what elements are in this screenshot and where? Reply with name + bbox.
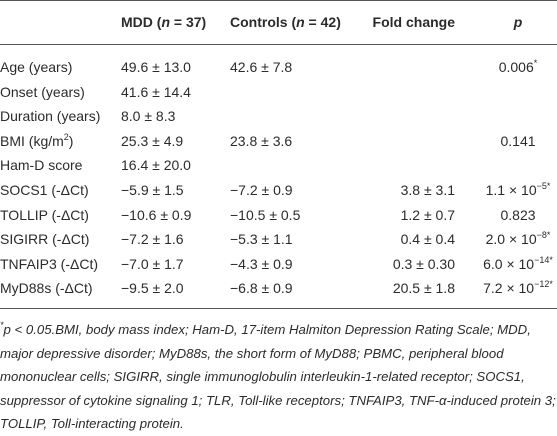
cell-value: 1.2 ± 0.7 — [400, 206, 455, 223]
cell-value: 49.6 ± 13.0 — [121, 59, 191, 75]
column-header: MDD (n = 37) — [121, 13, 206, 31]
header-rule — [0, 44, 557, 45]
text-segment: MDD ( — [121, 14, 162, 30]
row-label: Age (years) — [0, 59, 73, 75]
text-segment: Fold change — [372, 14, 455, 30]
text-segment: = 42) — [304, 14, 341, 30]
text-segment: −14 — [534, 254, 550, 265]
cell-value: 7.2 × 10−12* — [483, 279, 553, 297]
text-segment: p — [513, 14, 523, 30]
row-label: Ham-D score — [0, 157, 83, 174]
row-label: SIGIRR (-ΔCt) — [0, 231, 90, 248]
text-segment: p < 0.05.BMI, body mass index; Ham-D, 17… — [0, 322, 556, 432]
cell-value: 3.8 ± 3.1 — [400, 182, 455, 198]
text-segment: 2.0 × 10 — [485, 231, 537, 248]
text-segment: * — [0, 320, 4, 330]
cell-value: −10.5 ± 0.5 — [230, 206, 301, 223]
cell-value: −4.3 ± 0.9 — [230, 255, 293, 272]
text-segment: Controls ( — [230, 14, 297, 30]
cell-value: 0.006* — [499, 58, 538, 76]
row-label: TOLLIP (-ΔCt) — [0, 206, 89, 223]
cell-value: −5.3 ± 1.1 — [230, 231, 293, 248]
text-segment: −8 — [536, 230, 547, 241]
text-segment: n — [296, 14, 305, 30]
cell-value: 0.141 — [500, 132, 536, 149]
cell-value: −10.6 ± 0.9 — [121, 206, 192, 223]
column-header: p — [514, 13, 523, 31]
cell-value: −5.9 ± 1.5 — [121, 182, 184, 198]
cell-value: 16.4 ± 20.0 — [121, 157, 191, 174]
cell-value: 25.3 ± 4.9 — [121, 132, 184, 149]
text-segment: * — [533, 58, 538, 68]
cell-value: 8.0 ± 8.3 — [121, 108, 176, 125]
row-label: MyD88s (-ΔCt) — [0, 280, 93, 297]
row-label: TNFAIP3 (-ΔCt) — [0, 255, 99, 272]
cell-value: 41.6 ± 14.4 — [121, 83, 191, 100]
text-segment: −12 — [534, 279, 550, 290]
cell-value: 2.0 × 10−8* — [486, 230, 551, 248]
text-segment: 0.006 — [498, 59, 534, 75]
cell-value: 0.823 — [500, 206, 536, 223]
cell-value: −7.2 ± 0.9 — [230, 182, 293, 198]
row-label: SOCS1 (-ΔCt) — [0, 182, 89, 198]
text-segment: = 37) — [170, 14, 207, 30]
cell-value: 1.1 × 10−5* — [486, 181, 551, 199]
footnote: *p < 0.05.BMI, body mass index; Ham-D, 1… — [0, 318, 557, 436]
text-segment: BMI (kg/m — [0, 132, 64, 149]
cell-value: −9.5 ± 2.0 — [121, 280, 184, 297]
text-segment: n — [161, 14, 170, 30]
column-header: Controls (n = 42) — [230, 13, 341, 31]
text-segment: 1.1 × 10 — [485, 182, 537, 198]
top-rule — [0, 0, 557, 1]
cell-value: 23.8 ± 3.6 — [230, 132, 293, 149]
cell-value: −6.8 ± 0.9 — [230, 280, 293, 297]
cell-value: 0.3 ± 0.30 — [392, 255, 455, 272]
text-segment: 6.0 × 10 — [483, 255, 535, 272]
cell-value: 6.0 × 10−14* — [483, 255, 553, 273]
cell-value: −7.0 ± 1.7 — [121, 255, 184, 272]
text-segment: * — [546, 181, 551, 191]
text-segment: 2 — [63, 131, 69, 142]
cell-value: 20.5 ± 1.8 — [392, 280, 455, 297]
text-segment: −5 — [536, 181, 547, 191]
row-label: Onset (years) — [0, 83, 85, 100]
column-header: Fold change — [373, 13, 455, 31]
text-segment: * — [546, 230, 551, 241]
text-segment: 7.2 × 10 — [483, 280, 535, 297]
row-label: BMI (kg/m2) — [0, 132, 73, 150]
cell-value: −7.2 ± 1.6 — [121, 231, 184, 248]
text-segment: ) — [68, 132, 74, 149]
cell-value: 42.6 ± 7.8 — [230, 59, 293, 75]
bottom-rule — [0, 308, 557, 309]
cell-value: 0.4 ± 0.4 — [400, 231, 455, 248]
text-segment: * — [549, 279, 553, 290]
text-segment: * — [549, 254, 553, 265]
row-label: Duration (years) — [0, 108, 101, 125]
